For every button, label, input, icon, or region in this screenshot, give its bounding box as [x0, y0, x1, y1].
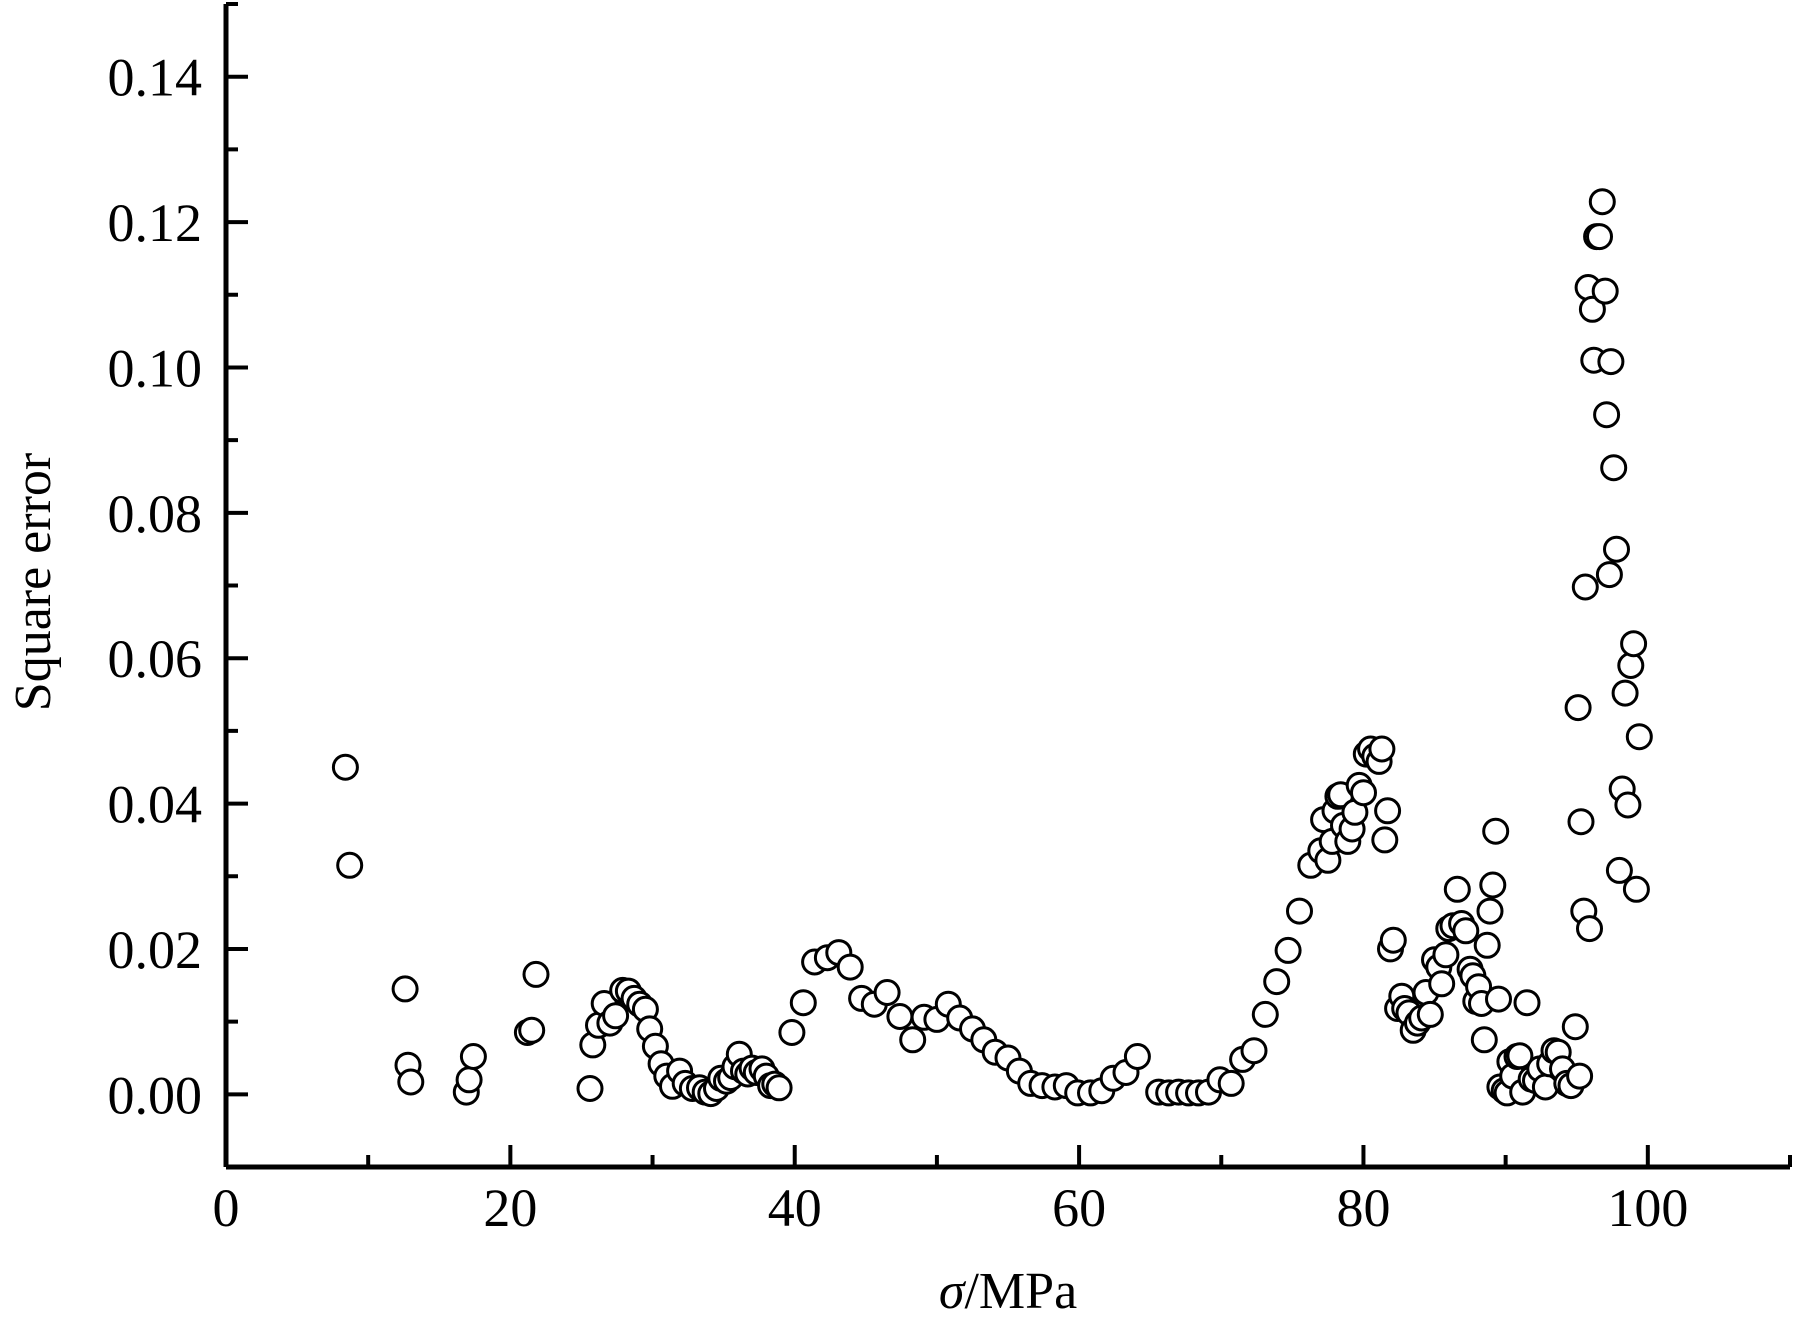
data-point — [1485, 985, 1512, 1013]
data-point — [1123, 1043, 1151, 1070]
data-point — [873, 979, 901, 1006]
data-point — [1368, 735, 1396, 763]
data-point — [1274, 936, 1302, 964]
data-point — [1473, 931, 1501, 959]
data-point — [1593, 401, 1621, 429]
data-point — [899, 1026, 927, 1054]
data-point — [1470, 1026, 1498, 1054]
data-points — [331, 188, 1653, 1108]
data-point — [1476, 897, 1504, 925]
x-tick-label: 0 — [213, 1178, 240, 1238]
data-point — [1432, 941, 1460, 969]
x-tick-label: 20 — [483, 1178, 537, 1238]
data-point — [1605, 856, 1633, 884]
data-point — [1617, 652, 1645, 679]
data-point — [1513, 989, 1541, 1017]
x-tick-label: 80 — [1336, 1178, 1390, 1238]
data-point — [391, 975, 419, 1003]
y-tick-label: 0.06 — [108, 629, 203, 689]
data-point — [1571, 573, 1599, 601]
data-point — [836, 953, 864, 981]
y-tick-label: 0.08 — [108, 484, 203, 544]
data-point — [886, 1003, 914, 1030]
data-point — [778, 1019, 806, 1046]
y-tick-label: 0.04 — [108, 775, 203, 835]
data-point — [1622, 875, 1650, 903]
data-point — [765, 1074, 793, 1102]
data-point — [1603, 535, 1630, 563]
data-point — [1479, 871, 1507, 899]
data-point — [1561, 1013, 1589, 1041]
data-point — [602, 1002, 630, 1030]
data-point — [1240, 1037, 1268, 1065]
x-axis-title-symbol: σ — [939, 1263, 967, 1320]
data-point — [1371, 826, 1399, 854]
x-axis-title-unit: /MPa — [964, 1263, 1077, 1320]
data-point — [1482, 817, 1510, 845]
data-point — [1578, 295, 1606, 323]
data-point — [1416, 1000, 1444, 1028]
data-point — [1567, 808, 1595, 836]
axes — [223, 4, 1790, 1170]
data-point — [1263, 968, 1291, 996]
data-point — [522, 960, 550, 988]
data-point — [1611, 679, 1639, 707]
x-axis-title: σ/MPa — [939, 1263, 1077, 1320]
y-tick-label: 0.10 — [108, 338, 203, 398]
data-point — [1452, 917, 1480, 945]
data-point — [1591, 277, 1619, 305]
data-point — [397, 1068, 425, 1096]
y-tick-label: 0.00 — [108, 1065, 203, 1125]
data-point — [1620, 630, 1648, 658]
y-tick-label: 0.12 — [108, 193, 203, 253]
x-tick-label: 40 — [768, 1178, 822, 1238]
x-tick-label: 60 — [1052, 1178, 1106, 1238]
data-point — [1428, 970, 1456, 998]
data-point — [1350, 779, 1377, 807]
ticks: 0 20 40 60 80 100 0.00 0.02 0.04 0.06 0.08 0.10 0.12… — [108, 2, 1792, 1238]
data-point — [1564, 694, 1592, 722]
data-point — [1597, 348, 1625, 376]
data-point — [1576, 915, 1603, 943]
data-point — [1614, 791, 1642, 819]
data-point — [1600, 454, 1628, 482]
data-point — [1588, 188, 1616, 216]
data-point — [1566, 1062, 1594, 1090]
data-point — [1443, 875, 1471, 903]
data-point — [1379, 926, 1407, 954]
data-point — [1625, 723, 1653, 751]
data-point — [518, 1016, 546, 1044]
data-point — [1374, 797, 1402, 825]
data-point — [1595, 561, 1623, 589]
y-tick-label: 0.14 — [108, 48, 203, 108]
data-point — [789, 989, 817, 1017]
data-point — [1586, 223, 1613, 251]
data-point — [455, 1066, 483, 1094]
y-axis-title: Square error — [5, 453, 62, 711]
data-point — [331, 753, 359, 781]
data-point — [1286, 897, 1313, 925]
data-point — [1217, 1069, 1245, 1097]
data-point — [336, 851, 364, 879]
y-tick-label: 0.02 — [108, 920, 203, 980]
data-point — [459, 1043, 487, 1070]
data-point — [576, 1075, 604, 1102]
data-point — [1506, 1042, 1534, 1070]
data-point — [1251, 1000, 1279, 1028]
x-tick-label: 100 — [1607, 1178, 1688, 1238]
